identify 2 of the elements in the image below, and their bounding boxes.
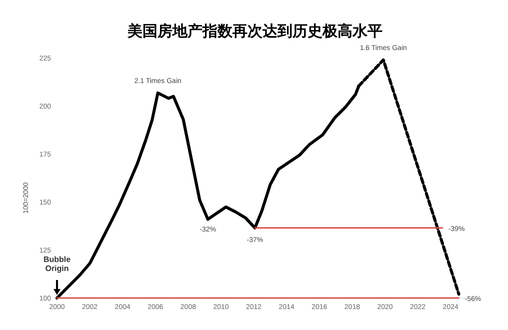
- title: 美国房地产指数再次达到历史极高水平: [128, 23, 382, 40]
- annotation: Bubble Origin: [43, 255, 71, 273]
